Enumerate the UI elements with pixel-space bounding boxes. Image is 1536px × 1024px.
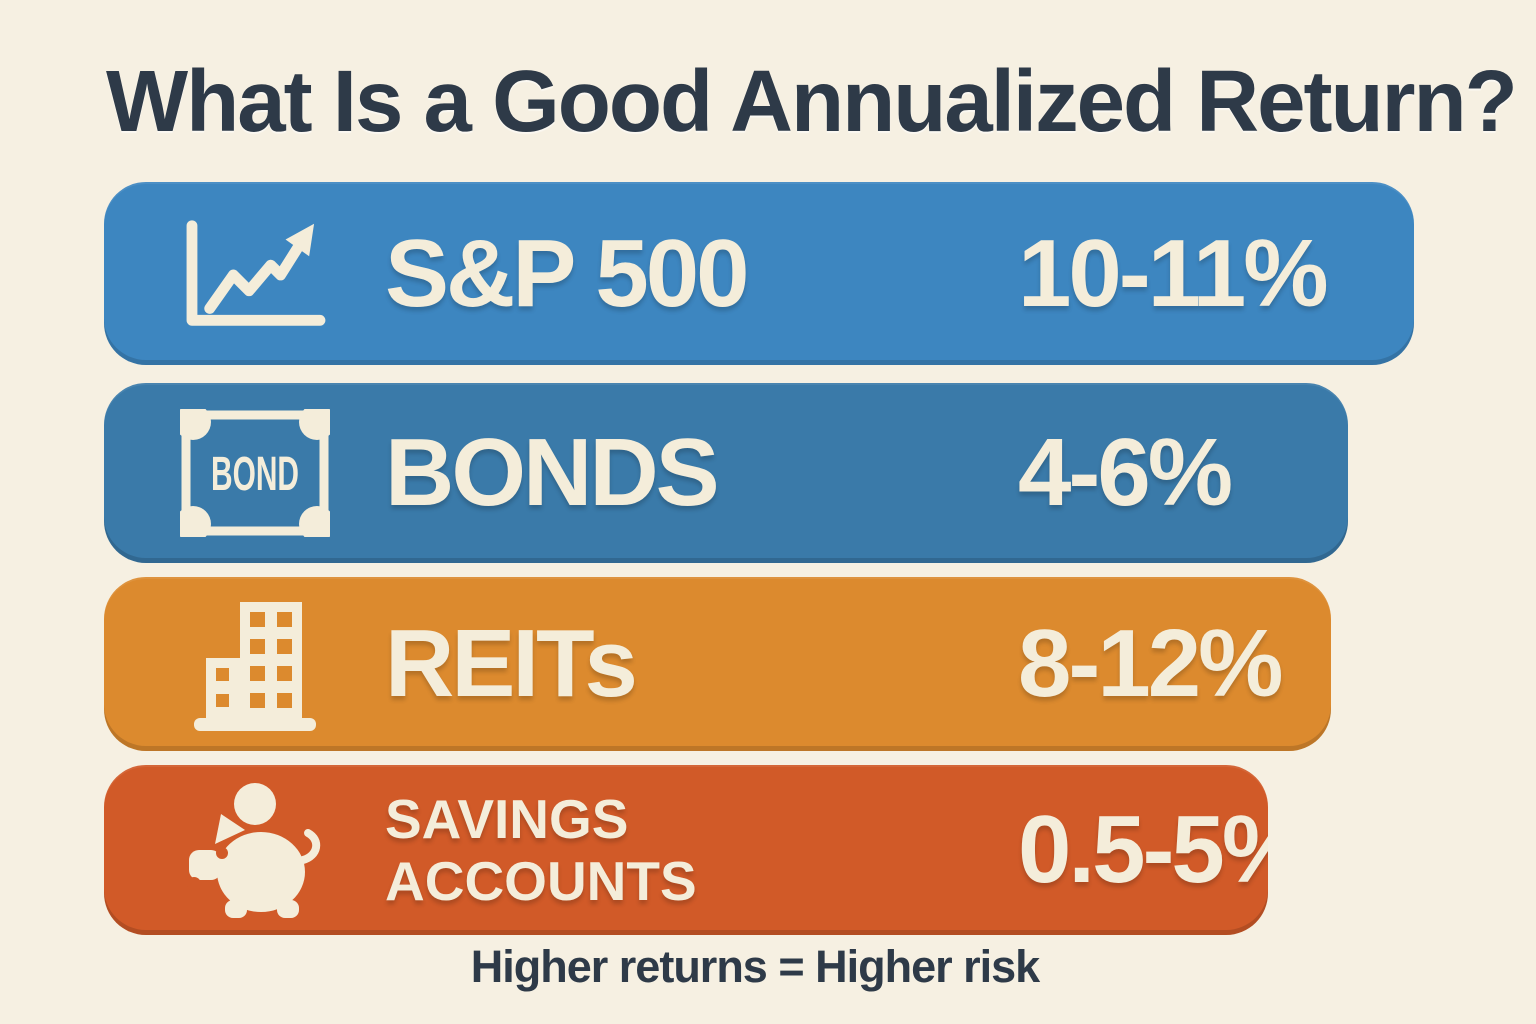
- risk-caption: Higher returns = Higher risk: [470, 941, 1040, 992]
- bar-reits: REITs 8-12%: [104, 577, 1331, 751]
- bar-label: BONDS: [385, 419, 720, 526]
- bar-value: 4-6%: [1018, 419, 1233, 526]
- bar-label-line2: ACCOUNTS: [385, 850, 697, 912]
- line-chart-up-arrow-icon: [160, 182, 350, 365]
- bar-label: REITs: [385, 610, 638, 717]
- bar-value: 0.5-5%: [1018, 796, 1268, 903]
- bar-label: S&P 500: [385, 219, 749, 327]
- svg-text:BOND: BOND: [211, 448, 299, 501]
- bar-bonds: BOND BONDS 4-6%: [104, 383, 1348, 563]
- bar-value: 10-11%: [1018, 219, 1329, 327]
- bar-sp500: S&P 500 10-11%: [104, 182, 1414, 365]
- bar-label: SAVINGS ACCOUNTS: [385, 788, 697, 912]
- bar-savings: SAVINGS ACCOUNTS 0.5-5%: [104, 765, 1268, 935]
- bond-certificate-icon: BOND: [160, 383, 350, 563]
- bar-label-line1: SAVINGS: [385, 787, 629, 850]
- office-buildings-icon: [160, 577, 350, 751]
- piggy-bank-icon: [160, 765, 350, 935]
- bar-value: 8-12%: [1018, 610, 1283, 717]
- page-title: What Is a Good Annualized Return?: [106, 53, 1518, 150]
